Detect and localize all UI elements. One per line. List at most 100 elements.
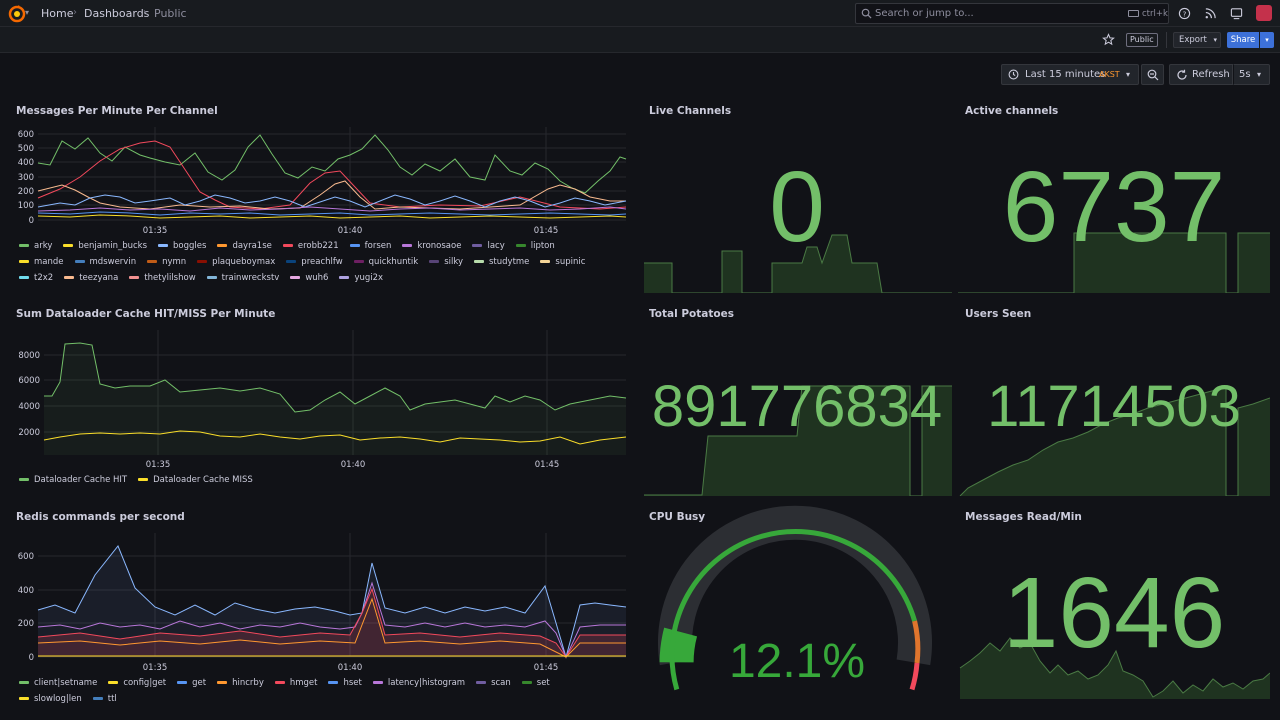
legend-item[interactable]: hmget <box>274 675 317 691</box>
legend-item[interactable]: dayra1se <box>217 238 272 254</box>
panel-dataloader-cache: Sum Dataloader Cache HIT/MISS Per Minute… <box>0 300 636 496</box>
search-input[interactable]: Search or jump to... ctrl+k <box>855 3 1169 24</box>
zoom-out-button[interactable] <box>1141 64 1164 85</box>
legend-item[interactable]: benjamin_bucks <box>63 238 147 254</box>
legend-label: lipton <box>530 241 555 251</box>
legend-item[interactable]: nymn <box>147 254 186 270</box>
series-line-hmget <box>37 587 626 658</box>
share-button[interactable]: Share <box>1227 32 1259 48</box>
search-placeholder: Search or jump to... <box>875 8 974 19</box>
legend-label: silky <box>444 257 463 267</box>
legend-item[interactable]: hset <box>328 675 362 691</box>
legend-item[interactable]: quickhuntik <box>353 254 418 270</box>
legend-item[interactable]: arky <box>19 238 52 254</box>
legend-swatch <box>129 276 140 279</box>
legend-item[interactable]: studytme <box>474 254 529 270</box>
legend-item[interactable]: forsen <box>349 238 392 254</box>
panel-title[interactable]: Messages Read/Min <box>965 511 1082 523</box>
legend-item[interactable]: plaqueboymax <box>197 254 275 270</box>
panel-title[interactable]: Redis commands per second <box>16 511 185 523</box>
refresh-interval-picker[interactable]: 5s ▾ <box>1233 64 1270 85</box>
legend-item[interactable]: preachlfw <box>286 254 343 270</box>
legend-item[interactable]: silky <box>429 254 463 270</box>
legend-item[interactable]: mdswervin <box>74 254 136 270</box>
mega-menu-chevron-icon[interactable]: ▾ <box>25 8 30 17</box>
legend-item[interactable]: lacy <box>472 238 505 254</box>
legend-item[interactable]: t2x2 <box>19 270 53 286</box>
legend-item[interactable]: client|setname <box>19 675 97 691</box>
legend-label: hset <box>343 678 362 688</box>
toolbar-divider <box>1166 32 1167 48</box>
legend-item[interactable]: yugi2x <box>339 270 383 286</box>
legend-item[interactable]: erobb221 <box>282 238 339 254</box>
legend-item[interactable]: hincrby <box>217 675 264 691</box>
gauge-value: 12.1% <box>728 635 866 688</box>
panel-title[interactable]: Users Seen <box>965 308 1032 320</box>
legend-item[interactable]: set <box>521 675 550 691</box>
legend-item[interactable]: slowlog|len <box>19 691 82 707</box>
refresh-button[interactable]: Refresh <box>1169 64 1233 85</box>
legend-item[interactable]: thetylilshow <box>129 270 196 286</box>
panel-title[interactable]: Total Potatoes <box>649 308 734 320</box>
legend-item[interactable]: boggles <box>158 238 206 254</box>
panel-users-seen: Users Seen 11714503 <box>958 300 1270 496</box>
legend-item[interactable]: latency|histogram <box>372 675 465 691</box>
legend-swatch <box>286 260 297 263</box>
legend-item[interactable]: supinic <box>540 254 585 270</box>
legend-item[interactable]: Dataloader Cache HIT <box>19 472 127 488</box>
live-channels-sparkline <box>644 234 952 293</box>
y-tick-label: 100 <box>18 201 34 211</box>
legend-swatch <box>353 260 364 263</box>
legend-item[interactable]: teezyana <box>64 270 118 286</box>
messages-per-minute-chart: 600 500 400 300 200 100 0 01:35 01:40 01… <box>18 127 627 236</box>
legend-item[interactable]: kronosaoe <box>402 238 461 254</box>
star-icon[interactable] <box>1102 33 1115 46</box>
panel-title[interactable]: Live Channels <box>649 105 732 117</box>
help-icon[interactable]: ? <box>1178 7 1191 20</box>
legend-item[interactable]: Dataloader Cache MISS <box>138 472 253 488</box>
y-tick-label: 0 <box>29 653 34 663</box>
legend-swatch <box>19 244 29 247</box>
panel-messages-per-minute: Messages Per Minute Per Channel 600 500 … <box>0 97 636 293</box>
legend-item[interactable]: get <box>177 675 206 691</box>
legend-item[interactable]: mande <box>19 254 64 270</box>
timezone-label: AKST <box>1099 70 1120 79</box>
gauge-threshold-arc <box>912 620 921 664</box>
clock-icon <box>1008 69 1019 80</box>
panel-active-channels: Active channels 6737 <box>958 97 1270 293</box>
breadcrumb-dashboards[interactable]: Dashboards <box>84 7 150 20</box>
user-avatar[interactable] <box>1256 5 1272 21</box>
legend-item[interactable]: config|get <box>108 675 166 691</box>
legend-label: ttl <box>107 694 117 704</box>
legend-swatch <box>108 681 119 684</box>
legend-swatch <box>92 697 103 700</box>
legend-label: config|get <box>123 678 167 688</box>
breadcrumb-home[interactable]: Home <box>41 7 74 20</box>
series-lines <box>37 134 627 219</box>
legend-label: lacy <box>487 241 505 251</box>
monitor-icon[interactable] <box>1230 7 1243 20</box>
legend-swatch <box>540 260 551 263</box>
legend-item[interactable]: wuh6 <box>290 270 328 286</box>
legend-label: forsen <box>364 241 392 251</box>
legend-label: wuh6 <box>305 273 329 283</box>
panel-title[interactable]: Active channels <box>965 105 1059 117</box>
legend-swatch <box>429 260 440 263</box>
legend-item[interactable]: lipton <box>515 238 555 254</box>
legend-item[interactable]: scan <box>476 675 511 691</box>
legend-label: set <box>536 678 550 688</box>
grafana-logo-icon[interactable] <box>8 5 26 23</box>
series-line-benjamin-bucks <box>37 214 627 219</box>
panel-title[interactable]: Messages Per Minute Per Channel <box>16 105 218 117</box>
panel-title[interactable]: CPU Busy <box>649 511 706 523</box>
panel-title[interactable]: Sum Dataloader Cache HIT/MISS Per Minute <box>16 308 276 320</box>
export-button[interactable]: Export ▾ <box>1173 32 1221 48</box>
active-channels-sparkline <box>958 232 1270 293</box>
x-tick-label: 01:45 <box>535 460 560 470</box>
legend-item[interactable]: ttl <box>92 691 117 707</box>
legend-item[interactable]: trainwreckstv <box>206 270 279 286</box>
share-menu-chevron-icon[interactable]: ▾ <box>1260 32 1274 48</box>
rss-news-icon[interactable] <box>1204 7 1217 20</box>
panel-messages-read: Messages Read/Min 1646 <box>958 503 1270 699</box>
time-range-picker[interactable]: Last 15 minutes AKST ▾ <box>1001 64 1139 85</box>
